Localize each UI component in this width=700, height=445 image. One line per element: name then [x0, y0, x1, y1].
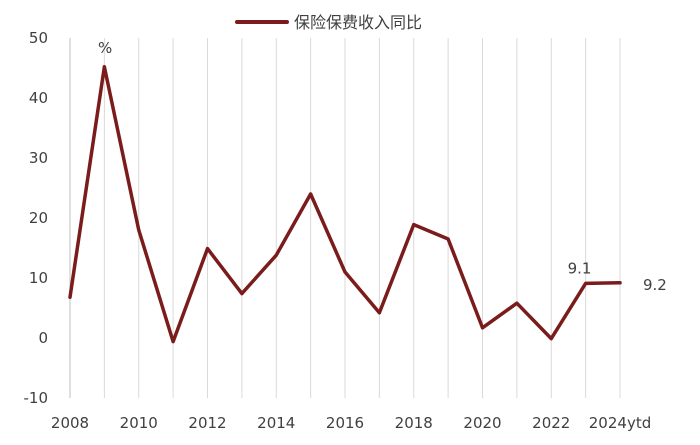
unit-label: %: [98, 39, 112, 57]
x-tick-label: 2020: [463, 414, 501, 432]
y-tick-label: 30: [29, 149, 48, 167]
data-point: [481, 326, 484, 330]
y-tick-label: 0: [38, 329, 48, 347]
data-point: [343, 270, 347, 274]
x-tick-label: 2014: [257, 414, 295, 432]
data-label: 9.1: [568, 259, 592, 277]
gridlines: [69, 38, 621, 398]
data-point: [68, 295, 72, 299]
data-point: [377, 311, 381, 315]
data-point: [274, 253, 278, 257]
x-tick-label: 2024ytd: [589, 414, 651, 432]
data-point: [446, 237, 450, 241]
y-tick-label: 40: [29, 89, 48, 107]
y-tick-label: -10: [24, 389, 49, 407]
data-point: [137, 228, 141, 232]
data-point: [240, 292, 244, 296]
x-tick-label: 2022: [532, 414, 570, 432]
series-layer: [68, 65, 622, 344]
y-tick-label: 50: [29, 29, 48, 47]
data-point: [171, 340, 175, 344]
data-point: [584, 281, 588, 285]
data-point: [206, 247, 209, 251]
y-tick-label: 10: [29, 269, 48, 287]
axes: -10 0 10 20 30 40 50 2008 2010 2012 2014 2016 2018 20…: [24, 29, 652, 432]
data-label: 9.2: [643, 276, 667, 294]
x-tick-label: 2018: [395, 414, 433, 432]
legend: 保险保费收入同比: [235, 13, 422, 32]
data-point: [549, 337, 553, 341]
labels: 9.1 9.2: [568, 259, 667, 293]
legend-label: 保险保费收入同比: [294, 13, 422, 32]
x-tick-label: 2016: [326, 414, 364, 432]
data-point: [515, 301, 519, 305]
data-point: [102, 65, 106, 69]
data-point: [412, 223, 416, 227]
data-point: [309, 192, 313, 196]
x-tick-label: 2010: [120, 414, 158, 432]
y-tick-label: 20: [29, 209, 48, 227]
x-tick-label: 2008: [51, 414, 89, 432]
x-tick-label: 2012: [188, 414, 226, 432]
data-point: [618, 281, 622, 285]
